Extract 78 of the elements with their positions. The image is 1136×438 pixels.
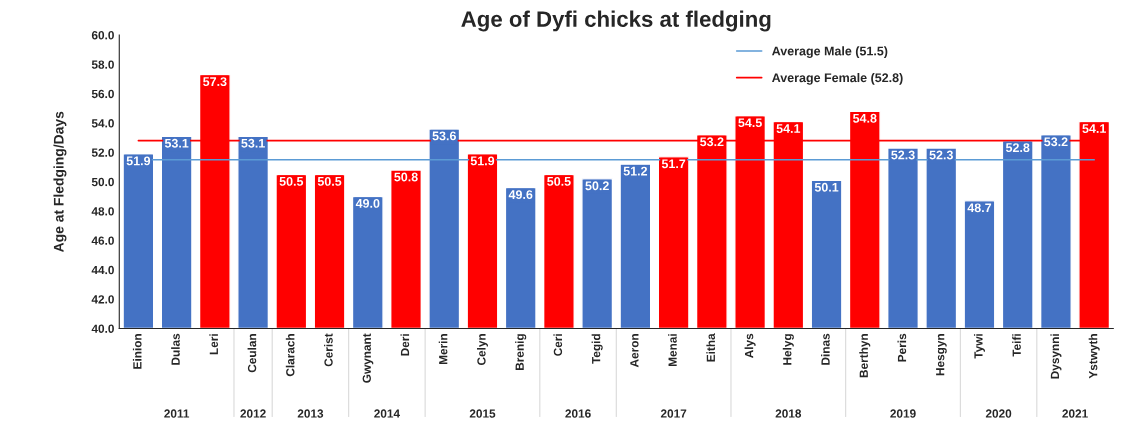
x-tick-label: Dulas: [171, 333, 180, 365]
x-tick-label: Teifi: [1012, 334, 1021, 357]
y-tick-label: 40.0: [91, 324, 114, 333]
x-tick-label: Cerist: [324, 333, 333, 367]
x-tick-label: Dinas: [821, 333, 830, 365]
data-label: 53.2: [700, 137, 724, 147]
x-tick-label: Eitha: [706, 333, 716, 362]
y-tick-label: 60.0: [91, 31, 114, 40]
y-tick-label: 50.0: [91, 177, 114, 187]
data-label: 54.8: [853, 113, 877, 123]
x-tick-label: Clarach: [285, 334, 295, 377]
data-label: 52.3: [929, 150, 953, 160]
data-label: 54.1: [1082, 124, 1106, 133]
data-label: 50.5: [547, 176, 571, 186]
x-tick-label: Menai: [668, 334, 677, 367]
text: 2020: [985, 409, 1012, 418]
legend-label: Average Female (52.8): [772, 73, 903, 85]
text: 2019: [890, 409, 916, 418]
text: 2016: [565, 409, 591, 418]
data-label: 51.9: [126, 156, 151, 166]
data-label: 53.2: [1044, 137, 1068, 147]
data-label: 51.2: [623, 166, 648, 176]
x-tick-label: Celyn: [476, 334, 488, 366]
text: 2021: [1062, 409, 1088, 418]
data-label: 50.2: [585, 181, 609, 191]
y-tick-label: 42.0: [91, 295, 114, 304]
x-tick-label: Einion: [132, 334, 142, 369]
data-label: 49.6: [508, 190, 533, 200]
data-label: 50.5: [317, 176, 342, 186]
x-tick-label: Ceri: [553, 334, 563, 356]
text: 2012: [240, 409, 266, 418]
x-tick-label: Dysynni: [1050, 334, 1062, 379]
data-label: 54.5: [738, 118, 762, 128]
data-label: 50.8: [394, 172, 418, 182]
data-label: 53.6: [432, 131, 456, 141]
x-tick-label: Brenig: [515, 334, 527, 370]
x-tick-label: Gwynant: [362, 333, 374, 383]
y-tick-label: 48.0: [91, 207, 114, 216]
data-label: 51.9: [470, 156, 495, 166]
y-tick-label: 44.0: [91, 265, 114, 275]
x-tick-label: Deri: [400, 334, 410, 356]
data-label: 50.1: [814, 182, 839, 192]
x-tick-label: Tywi: [973, 334, 985, 359]
data-label: 52.8: [1005, 143, 1030, 153]
data-label: 51.7: [661, 159, 686, 169]
text: 2017: [660, 409, 687, 418]
data-label: 53.1: [241, 138, 265, 148]
data-label: 49.0: [355, 198, 380, 208]
chart-title: Age of Dyfi chicks at fledging: [461, 10, 771, 32]
text: 2011: [164, 409, 190, 418]
data-label: 53.1: [164, 138, 189, 148]
x-tick-label: Helyg: [782, 334, 794, 365]
text: 2015: [469, 409, 496, 418]
x-tick-label: Leri: [209, 334, 219, 355]
y-tick-label: 52.0: [91, 148, 114, 157]
data-label: 57.3: [203, 77, 227, 87]
x-tick-label: Ceulan: [247, 334, 257, 373]
data-label: 50.5: [279, 176, 304, 186]
text: 2014: [374, 409, 400, 418]
x-tick-label: Hesgyn: [936, 334, 947, 376]
text: 2018: [775, 409, 802, 418]
x-tick-label: Alys: [744, 333, 756, 358]
y-axis-title: Age at Fledging/Days: [53, 111, 67, 253]
y-tick-label: 58.0: [91, 60, 114, 69]
x-tick-label: Aeron: [630, 334, 639, 368]
text: 2013: [297, 409, 324, 418]
y-tick-label: 46.0: [91, 236, 114, 245]
x-tick-label: Tegid: [591, 334, 603, 364]
x-tick-label: Merin: [438, 334, 448, 365]
data-label: 48.7: [967, 203, 992, 213]
data-label: 54.1: [776, 124, 801, 133]
x-tick-label: Peris: [897, 333, 907, 362]
y-tick-label: 54.0: [91, 119, 114, 128]
x-tick-label: Ystwyth: [1088, 334, 1100, 379]
y-tick-label: 56.0: [91, 89, 114, 99]
x-tick-label: Berthyn: [859, 334, 871, 378]
legend-label: Average Male (51.5): [772, 46, 888, 58]
data-label: 52.3: [891, 150, 915, 160]
